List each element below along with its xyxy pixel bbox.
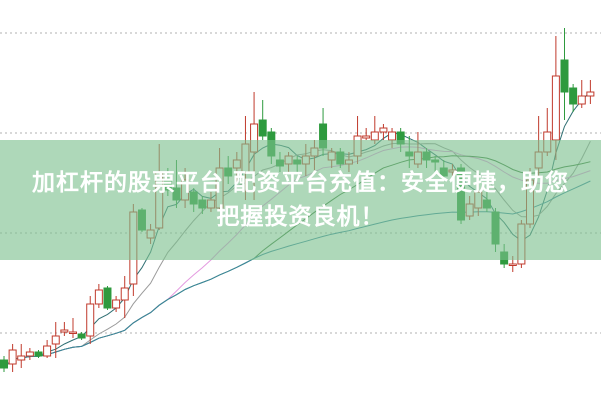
candle-up <box>586 91 595 97</box>
candle-up <box>112 299 121 309</box>
banner-line-1: 加杠杆的股票平台 配资平台充值：安全便捷，助您 <box>31 170 569 196</box>
candle-down <box>569 87 578 105</box>
candle-up <box>43 345 52 357</box>
candle-up <box>17 355 26 361</box>
candle-up <box>51 335 60 345</box>
candle-up <box>120 287 129 301</box>
candle-down <box>77 333 86 339</box>
candle-down <box>103 287 112 309</box>
candle-up <box>508 263 517 266</box>
candle-up <box>8 349 17 365</box>
candle-down <box>258 119 267 137</box>
candle-up <box>551 75 560 141</box>
candle-up <box>577 95 586 105</box>
candle-up <box>60 329 69 333</box>
candle-up <box>362 135 371 139</box>
candle-down <box>560 59 569 93</box>
promo-banner: 加杠杆的股票平台 配资平台充值：安全便捷，助您 把握投资良机！ <box>0 140 601 260</box>
candle-up <box>25 351 34 357</box>
candle-up <box>379 127 388 133</box>
candle-up <box>94 289 103 305</box>
candle-down <box>0 359 8 369</box>
candle-up <box>68 331 77 334</box>
banner-line-2: 把握投资良机！ <box>216 204 385 230</box>
candle-down <box>34 351 43 357</box>
candle-up <box>86 303 95 337</box>
candle-up <box>370 131 379 141</box>
candle-up <box>388 131 397 141</box>
